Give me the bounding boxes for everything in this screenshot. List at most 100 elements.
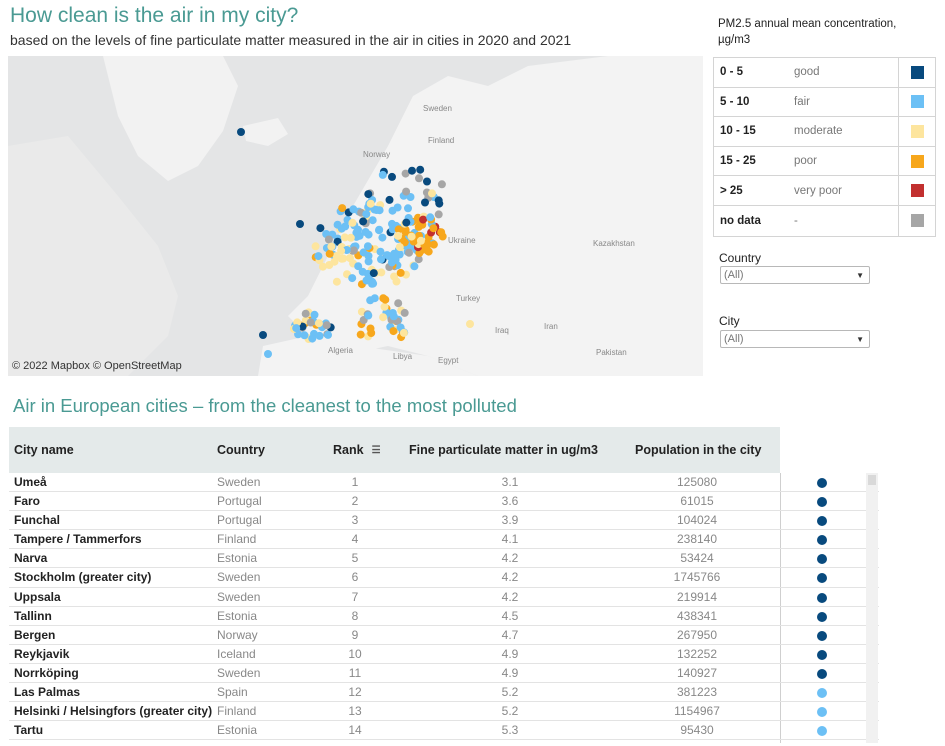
city-marker[interactable] — [377, 268, 386, 277]
city-marker[interactable] — [399, 328, 408, 337]
table-row[interactable]: Helsinki / Helsingfors (greater city) Fin… — [9, 702, 879, 722]
city-marker[interactable] — [394, 299, 403, 308]
city-marker[interactable] — [341, 222, 350, 231]
city-marker[interactable] — [314, 252, 323, 261]
city-marker[interactable] — [292, 324, 301, 333]
city-marker[interactable] — [340, 233, 349, 242]
city-marker[interactable] — [296, 220, 304, 228]
city-marker[interactable] — [356, 330, 365, 339]
city-marker[interactable] — [364, 257, 373, 266]
city-marker[interactable] — [376, 247, 385, 256]
city-marker[interactable] — [364, 230, 373, 239]
city-marker[interactable] — [396, 268, 405, 277]
city-marker[interactable] — [390, 249, 399, 258]
city-marker[interactable] — [393, 203, 402, 212]
city-marker[interactable] — [318, 262, 327, 271]
city-marker[interactable] — [405, 248, 413, 257]
city-marker[interactable] — [306, 318, 315, 327]
city-marker[interactable] — [408, 166, 416, 175]
city-marker[interactable] — [308, 334, 317, 343]
city-marker[interactable] — [310, 310, 319, 319]
legend-item-moderate[interactable]: 10 - 15 moderate — [714, 117, 935, 147]
status-dot[interactable] — [817, 630, 827, 641]
table-scrollbar[interactable] — [866, 473, 878, 743]
city-marker[interactable] — [414, 255, 423, 264]
city-marker[interactable] — [385, 195, 394, 204]
city-marker[interactable] — [337, 254, 346, 263]
city-marker[interactable] — [311, 242, 320, 251]
city-marker[interactable] — [332, 277, 341, 286]
city-marker[interactable] — [358, 267, 367, 276]
city-marker[interactable] — [337, 246, 346, 255]
status-dot[interactable] — [817, 497, 827, 508]
column-header-pm[interactable]: Fine particulate matter in ug/m3 — [409, 443, 598, 457]
city-marker[interactable] — [389, 327, 398, 336]
city-marker[interactable] — [379, 313, 388, 322]
city-marker[interactable] — [389, 312, 398, 321]
city-dots[interactable] — [237, 128, 474, 358]
chevron-down-icon[interactable]: ▼ — [856, 335, 864, 344]
city-marker[interactable] — [330, 257, 339, 266]
city-marker[interactable] — [437, 180, 446, 189]
city-marker[interactable] — [377, 255, 385, 264]
table-row[interactable]: Narva Estonia 5 4.2 53424 — [9, 549, 879, 569]
column-header-rank[interactable]: Rank ☰ — [333, 427, 381, 473]
city-marker[interactable] — [359, 217, 368, 226]
country-filter-select[interactable]: (All) ▼ — [720, 266, 870, 284]
status-dot[interactable] — [817, 478, 827, 488]
status-dot[interactable] — [817, 592, 827, 603]
column-header-country[interactable]: Country — [217, 443, 265, 457]
table-row[interactable]: Umeå Sweden 1 3.1 125080 — [9, 473, 879, 493]
city-marker[interactable] — [407, 232, 416, 241]
city-marker[interactable] — [388, 172, 396, 181]
status-dot[interactable] — [817, 554, 827, 565]
city-marker[interactable] — [366, 296, 375, 305]
city-marker[interactable] — [419, 215, 428, 224]
city-marker[interactable] — [367, 329, 376, 337]
city-marker[interactable] — [324, 330, 332, 339]
chevron-down-icon[interactable]: ▼ — [856, 271, 864, 280]
city-filter-select[interactable]: (All) ▼ — [720, 330, 870, 348]
city-marker[interactable] — [301, 309, 310, 318]
city-marker[interactable] — [426, 213, 435, 222]
city-marker[interactable] — [362, 210, 371, 219]
city-marker[interactable] — [338, 204, 347, 213]
city-marker[interactable] — [259, 331, 267, 339]
status-dot[interactable] — [817, 688, 827, 699]
legend-item-very-poor[interactable]: > 25 very poor — [714, 176, 935, 206]
city-marker[interactable] — [333, 220, 342, 229]
legend-item-fair[interactable]: 5 - 10 fair — [714, 87, 935, 118]
city-marker[interactable] — [380, 302, 389, 311]
city-marker[interactable] — [294, 330, 303, 339]
city-marker[interactable] — [327, 242, 336, 251]
city-marker[interactable] — [363, 242, 372, 251]
city-marker[interactable] — [325, 249, 334, 258]
city-marker[interactable] — [400, 308, 409, 317]
status-dot[interactable] — [817, 535, 827, 546]
city-marker[interactable] — [378, 233, 387, 242]
table-row[interactable]: Stockholm (greater city) Sweden 6 4.2 174576… — [9, 568, 879, 588]
status-dot[interactable] — [817, 649, 827, 660]
table-row[interactable]: Funchal Portugal 3 3.9 104024 — [9, 511, 879, 531]
sort-icon[interactable]: ☰ — [371, 444, 381, 456]
color-legend[interactable]: 0 - 5 good 5 - 10 fair 10 - 15 moderate … — [713, 57, 936, 237]
table-row[interactable]: Reykjavik Iceland 10 4.9 132252 — [9, 645, 879, 664]
table-row[interactable]: Las Palmas Spain 12 5.2 381223 — [9, 683, 879, 703]
city-marker[interactable] — [349, 205, 358, 214]
status-dot[interactable] — [817, 611, 827, 622]
status-dot[interactable] — [817, 668, 827, 679]
city-marker[interactable] — [316, 224, 325, 233]
city-marker[interactable] — [437, 228, 446, 237]
city-marker[interactable] — [421, 198, 429, 207]
city-marker[interactable] — [388, 225, 397, 234]
column-header-city[interactable]: City name — [14, 443, 74, 457]
city-marker[interactable] — [237, 128, 245, 136]
city-marker[interactable] — [434, 210, 443, 219]
city-marker[interactable] — [394, 225, 403, 234]
city-marker[interactable] — [369, 269, 378, 278]
city-marker[interactable] — [416, 236, 425, 245]
city-marker[interactable] — [300, 331, 309, 340]
city-marker[interactable] — [416, 165, 425, 174]
table-row[interactable]: Norrköping Sweden 11 4.9 140927 — [9, 664, 879, 684]
legend-item-good[interactable]: 0 - 5 good — [714, 58, 935, 88]
